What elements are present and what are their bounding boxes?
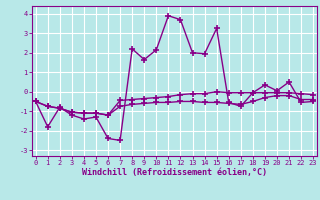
X-axis label: Windchill (Refroidissement éolien,°C): Windchill (Refroidissement éolien,°C): [82, 168, 267, 177]
